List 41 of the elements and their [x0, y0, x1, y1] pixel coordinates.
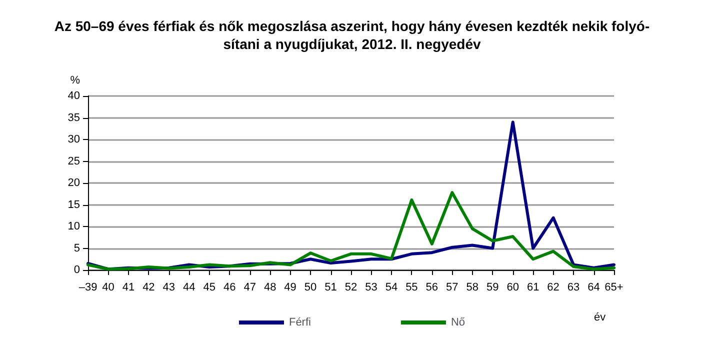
x-tick-label: 65+: [604, 282, 624, 294]
y-tick-label: 25: [68, 155, 80, 168]
y-tick-label: 40: [68, 90, 80, 102]
legend-label: Nő: [450, 316, 466, 328]
x-tick-label: 44: [183, 282, 196, 294]
x-tick-label: 53: [365, 282, 378, 294]
x-tick-label: 54: [385, 282, 398, 294]
x-tick-label: 55: [406, 282, 418, 294]
y-tick-label: 35: [68, 112, 80, 124]
x-tick-label: 46: [223, 282, 236, 294]
chart-title: Az 50–69 éves férfiak és nők megoszlása aszerint, hogy hány évesen kezdték nekik folyó- sítani a nyugdíjukat, 2012. II. negyedév: [54, 18, 650, 52]
y-tick-label: 10: [68, 220, 80, 232]
x-tick-label: 50: [304, 282, 317, 294]
y-tick-label: 20: [68, 177, 80, 189]
x-tick-label: 57: [446, 282, 458, 294]
x-tick-label: 51: [324, 282, 337, 294]
y-tick-label: 5: [74, 242, 80, 254]
y-tick-label: 0: [74, 264, 80, 276]
y-axis-title: %: [70, 74, 80, 86]
x-tick-label: 45: [203, 282, 216, 294]
x-tick-label: 40: [102, 282, 114, 294]
x-tick-label: 61: [526, 282, 540, 294]
x-tick-label: 42: [142, 282, 155, 294]
legend-label: Férfi: [288, 316, 311, 328]
x-tick-label: 64: [588, 282, 600, 294]
y-tick-label: 30: [68, 134, 80, 146]
x-tick-label: –39: [78, 282, 98, 294]
x-axis-title: év: [594, 312, 606, 324]
x-tick-label: 52: [344, 282, 358, 294]
x-tick-label: 62: [547, 282, 560, 294]
x-tick-label: 47: [244, 282, 256, 294]
x-tick-label: 43: [162, 282, 176, 294]
x-tick-label: 49: [284, 282, 296, 294]
x-tick-label: 58: [466, 282, 479, 294]
x-tick-label: 48: [264, 282, 276, 294]
x-tick-label: 56: [426, 282, 438, 294]
x-tick-label: 63: [567, 282, 580, 294]
x-tick-label: 41: [122, 282, 135, 294]
x-tick-label: 59: [486, 282, 499, 294]
y-tick-label: 15: [68, 198, 80, 211]
x-tick-label: 60: [506, 282, 519, 294]
